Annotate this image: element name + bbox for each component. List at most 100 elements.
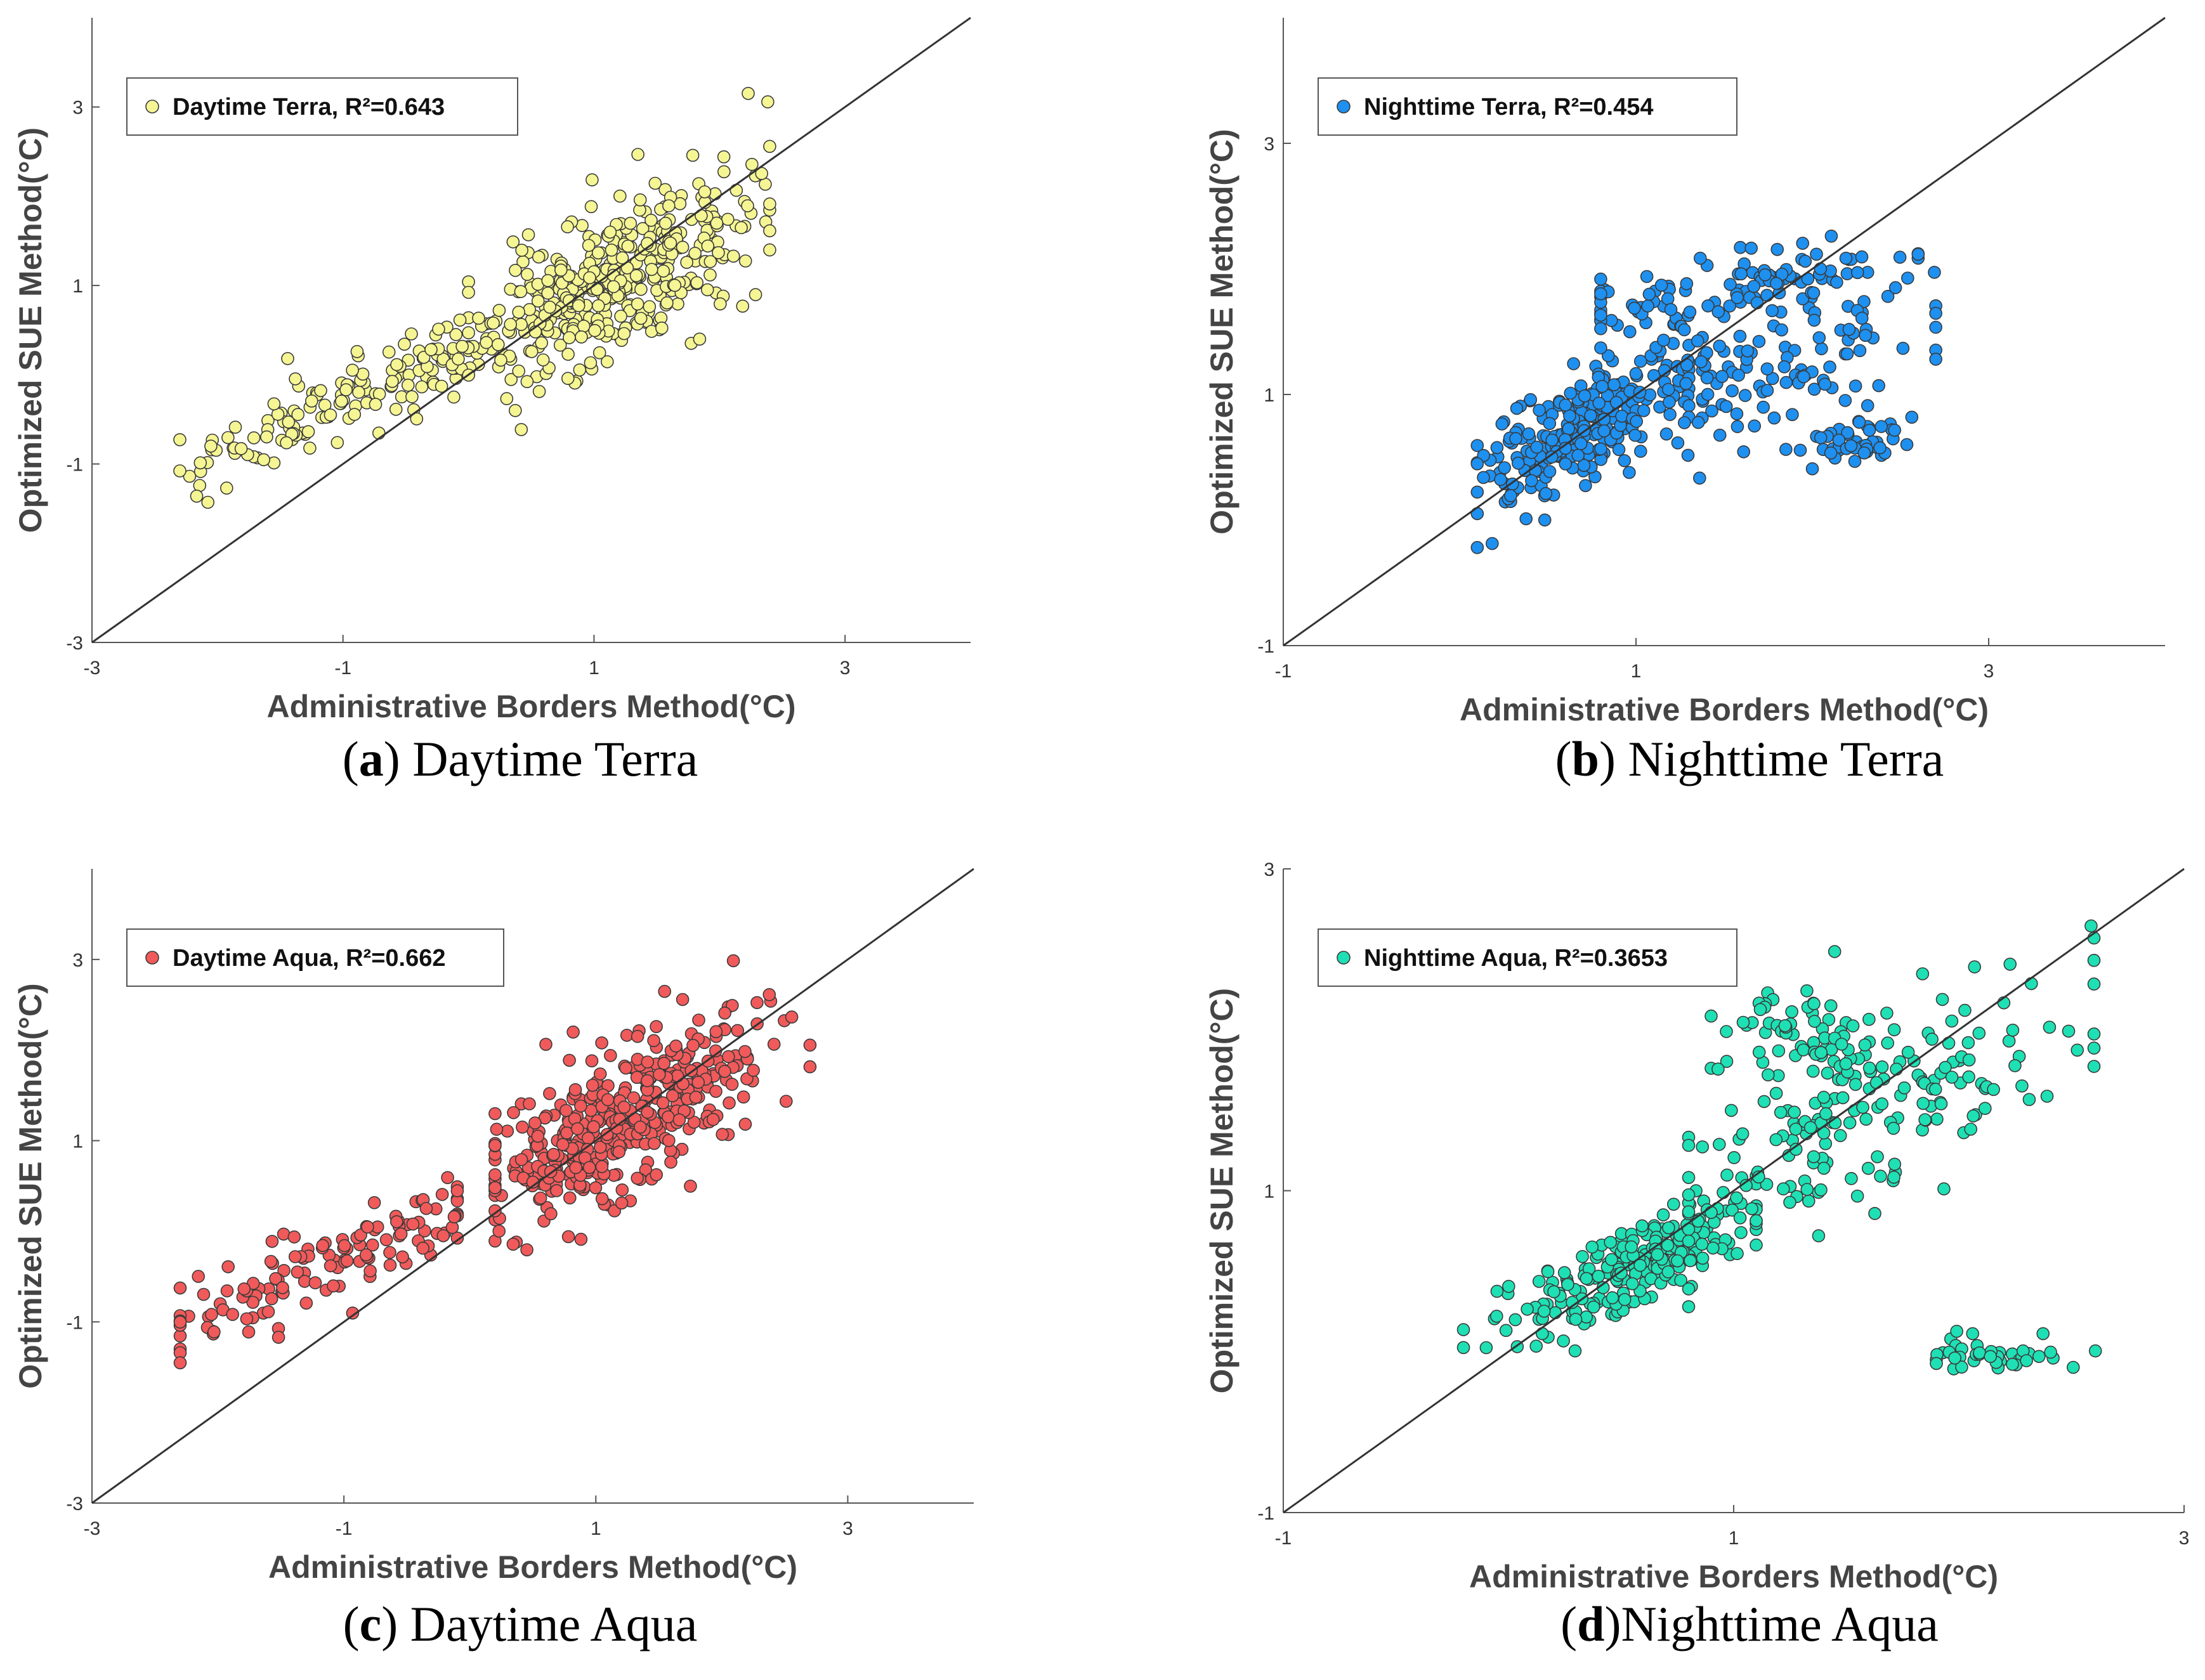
data-point [363,1264,377,1278]
x-tick-label: -1 [1275,1528,1292,1549]
reference-line [91,16,971,644]
data-point [1530,440,1543,454]
data-point [619,1061,632,1075]
data-point [492,1224,506,1238]
y-tick-label: -1 [1257,636,1274,657]
data-point [1579,479,1592,493]
data-point [1842,323,1856,336]
legend-label: Nighttime Terra, R²=0.454 [1364,94,1654,120]
data-point [1875,1060,1889,1074]
data-point [543,1087,556,1100]
data-point [265,1235,279,1248]
y-tick-label: -1 [66,455,83,476]
data-point [1872,379,1885,393]
data-point [617,1100,631,1114]
data-point [601,1093,615,1107]
data-point [662,1110,675,1124]
data-point [2008,1059,2022,1072]
data-point [803,1060,817,1074]
data-point [303,441,317,455]
data-point [1529,1339,1543,1353]
data-point [383,1258,397,1272]
data-point [500,392,514,405]
data-point [1561,1278,1574,1291]
data-point [1711,305,1725,318]
data-point [1770,277,1783,290]
data-point [634,282,648,296]
data-point [584,356,598,370]
data-point [2022,1093,2036,1106]
data-point [1900,438,1914,452]
data-point [1859,329,1872,342]
data-point [1519,512,1533,526]
data-point [710,216,724,230]
data-point [512,364,526,378]
data-point [1750,296,1764,309]
data-point [462,285,475,299]
chart-panel-a: -3 -1 1 3 -3 -1 1 3 Administrative Borders Metho… [13,16,971,724]
data-point [1713,339,1726,353]
data-point [1592,1270,1606,1283]
data-point [747,1064,760,1077]
data-point [541,286,555,300]
data-point [1730,1191,1743,1205]
data-point [1682,1205,1696,1219]
data-point [614,309,627,323]
data-point [276,1281,289,1294]
data-point [221,1260,235,1273]
data-point [709,1084,723,1098]
y-tick-label: -3 [66,1494,83,1514]
caption-a: (a) Daytime Terra [342,731,698,786]
data-point [1839,251,1853,265]
data-point [1609,396,1623,409]
data-point [606,280,620,294]
data-point [308,1276,322,1289]
data-point [299,1296,313,1310]
data-point [1929,306,1942,320]
data-point [738,1045,752,1058]
data-point [514,1153,528,1166]
data-point [533,1191,547,1205]
data-point [1661,1239,1675,1252]
data-point [631,1029,644,1043]
data-point [1625,1277,1639,1291]
data-point [1477,471,1490,485]
data-point [269,1272,282,1286]
data-point [1760,362,1774,376]
data-point [1490,1284,1504,1298]
data-point [1871,1150,1884,1164]
data-point [1706,1241,1720,1255]
data-point [1456,1323,1470,1336]
data-point [390,358,403,372]
data-point [593,1067,607,1081]
data-point [1828,945,1842,958]
chart-panel-d: -1 1 3 -1 1 3 Administrative Borders Method(°C… [1204,859,2189,1594]
data-point [1637,404,1651,417]
data-point [512,305,526,319]
data-point [2002,1034,2016,1048]
data-point [1704,1009,1718,1023]
data-point [657,1057,671,1070]
y-tick-label: 3 [72,98,83,119]
data-point [324,408,337,422]
data-point [1887,1170,1901,1184]
data-point [716,1128,729,1141]
data-point [523,303,537,316]
data-point [2006,1357,2019,1371]
data-point [1807,1150,1821,1164]
data-point [1823,360,1836,374]
data-point [693,332,707,346]
data-point [627,1091,641,1105]
data-point [247,431,261,445]
data-point [570,1122,584,1136]
data-point [613,189,627,203]
data-point [1760,1178,1774,1191]
data-point [1741,344,1755,358]
data-point [1796,237,1809,250]
data-point [1821,1066,1835,1080]
data-point [1671,436,1685,450]
data-point [1961,1036,1975,1050]
data-point [2087,1060,2101,1073]
data-point [1705,404,1718,418]
data-point [1595,379,1609,393]
